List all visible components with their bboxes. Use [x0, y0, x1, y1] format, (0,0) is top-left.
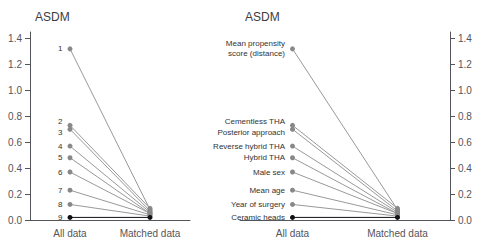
svg-text:0.6: 0.6 — [458, 137, 472, 148]
svg-text:0.2: 0.2 — [458, 189, 472, 200]
svg-text:Mean propensity: Mean propensity — [226, 39, 285, 48]
svg-text:Year of surgery: Year of surgery — [231, 200, 285, 209]
svg-text:All data: All data — [276, 228, 310, 239]
svg-text:0.6: 0.6 — [8, 137, 22, 148]
svg-text:2: 2 — [58, 117, 63, 126]
svg-text:0.2: 0.2 — [8, 189, 22, 200]
svg-text:0.8: 0.8 — [8, 111, 22, 122]
svg-text:Reverse hybrid THA: Reverse hybrid THA — [213, 142, 286, 151]
svg-text:8: 8 — [58, 200, 63, 209]
svg-text:0.0: 0.0 — [458, 215, 472, 226]
svg-text:3: 3 — [58, 128, 63, 137]
svg-text:0.0: 0.0 — [8, 215, 22, 226]
svg-text:9: 9 — [58, 213, 63, 222]
svg-text:Matched data: Matched data — [120, 228, 181, 239]
svg-text:All data: All data — [53, 228, 87, 239]
svg-text:1.0: 1.0 — [458, 85, 472, 96]
svg-text:1.2: 1.2 — [8, 59, 22, 70]
svg-text:7: 7 — [58, 186, 63, 195]
svg-text:ASDM: ASDM — [245, 10, 280, 24]
svg-text:4: 4 — [58, 142, 63, 151]
svg-text:1.0: 1.0 — [8, 85, 22, 96]
svg-text:6: 6 — [58, 168, 63, 177]
svg-text:Ceramic heads: Ceramic heads — [231, 213, 285, 222]
svg-text:1.4: 1.4 — [8, 33, 22, 44]
svg-text:0.8: 0.8 — [458, 111, 472, 122]
svg-text:Posterior approach: Posterior approach — [217, 128, 285, 137]
svg-text:Mean age: Mean age — [249, 186, 285, 195]
svg-text:Cementless THA: Cementless THA — [225, 117, 286, 126]
svg-text:1.2: 1.2 — [458, 59, 472, 70]
svg-text:score (distance): score (distance) — [228, 49, 285, 58]
svg-text:Male sex: Male sex — [253, 168, 285, 177]
svg-text:Hybrid THA: Hybrid THA — [244, 153, 286, 162]
svg-text:5: 5 — [58, 153, 63, 162]
svg-text:0.4: 0.4 — [8, 163, 22, 174]
svg-text:1.4: 1.4 — [458, 33, 472, 44]
svg-text:Matched data: Matched data — [367, 228, 428, 239]
svg-text:1: 1 — [58, 44, 63, 53]
svg-text:ASDM: ASDM — [35, 10, 70, 24]
svg-text:0.4: 0.4 — [458, 163, 472, 174]
